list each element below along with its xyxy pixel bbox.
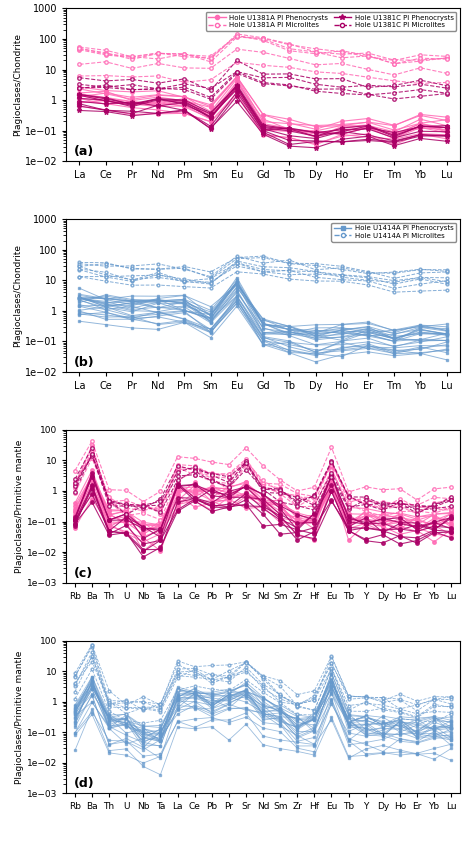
Text: (c): (c) bbox=[74, 566, 93, 580]
Text: (b): (b) bbox=[74, 356, 95, 369]
Y-axis label: Plagioclases/Chondrite: Plagioclases/Chondrite bbox=[13, 244, 22, 347]
Text: (d): (d) bbox=[74, 777, 95, 790]
Y-axis label: Plagioclases/Primitive mantle: Plagioclases/Primitive mantle bbox=[15, 440, 24, 573]
Y-axis label: Plagioclases/Primitive mantle: Plagioclases/Primitive mantle bbox=[15, 651, 24, 784]
Y-axis label: Plagioclases/Chondrite: Plagioclases/Chondrite bbox=[13, 33, 22, 136]
Legend: Hole U1381A Pl Phenocrysts, Hole U1381A Pl Microlites, Hole U1381C Pl Phenocryst: Hole U1381A Pl Phenocrysts, Hole U1381A … bbox=[206, 12, 456, 31]
Legend: Hole U1414A Pl Phenocrysts, Hole U1414A Pl Microlites: Hole U1414A Pl Phenocrysts, Hole U1414A … bbox=[331, 223, 456, 241]
Text: (a): (a) bbox=[74, 145, 94, 158]
